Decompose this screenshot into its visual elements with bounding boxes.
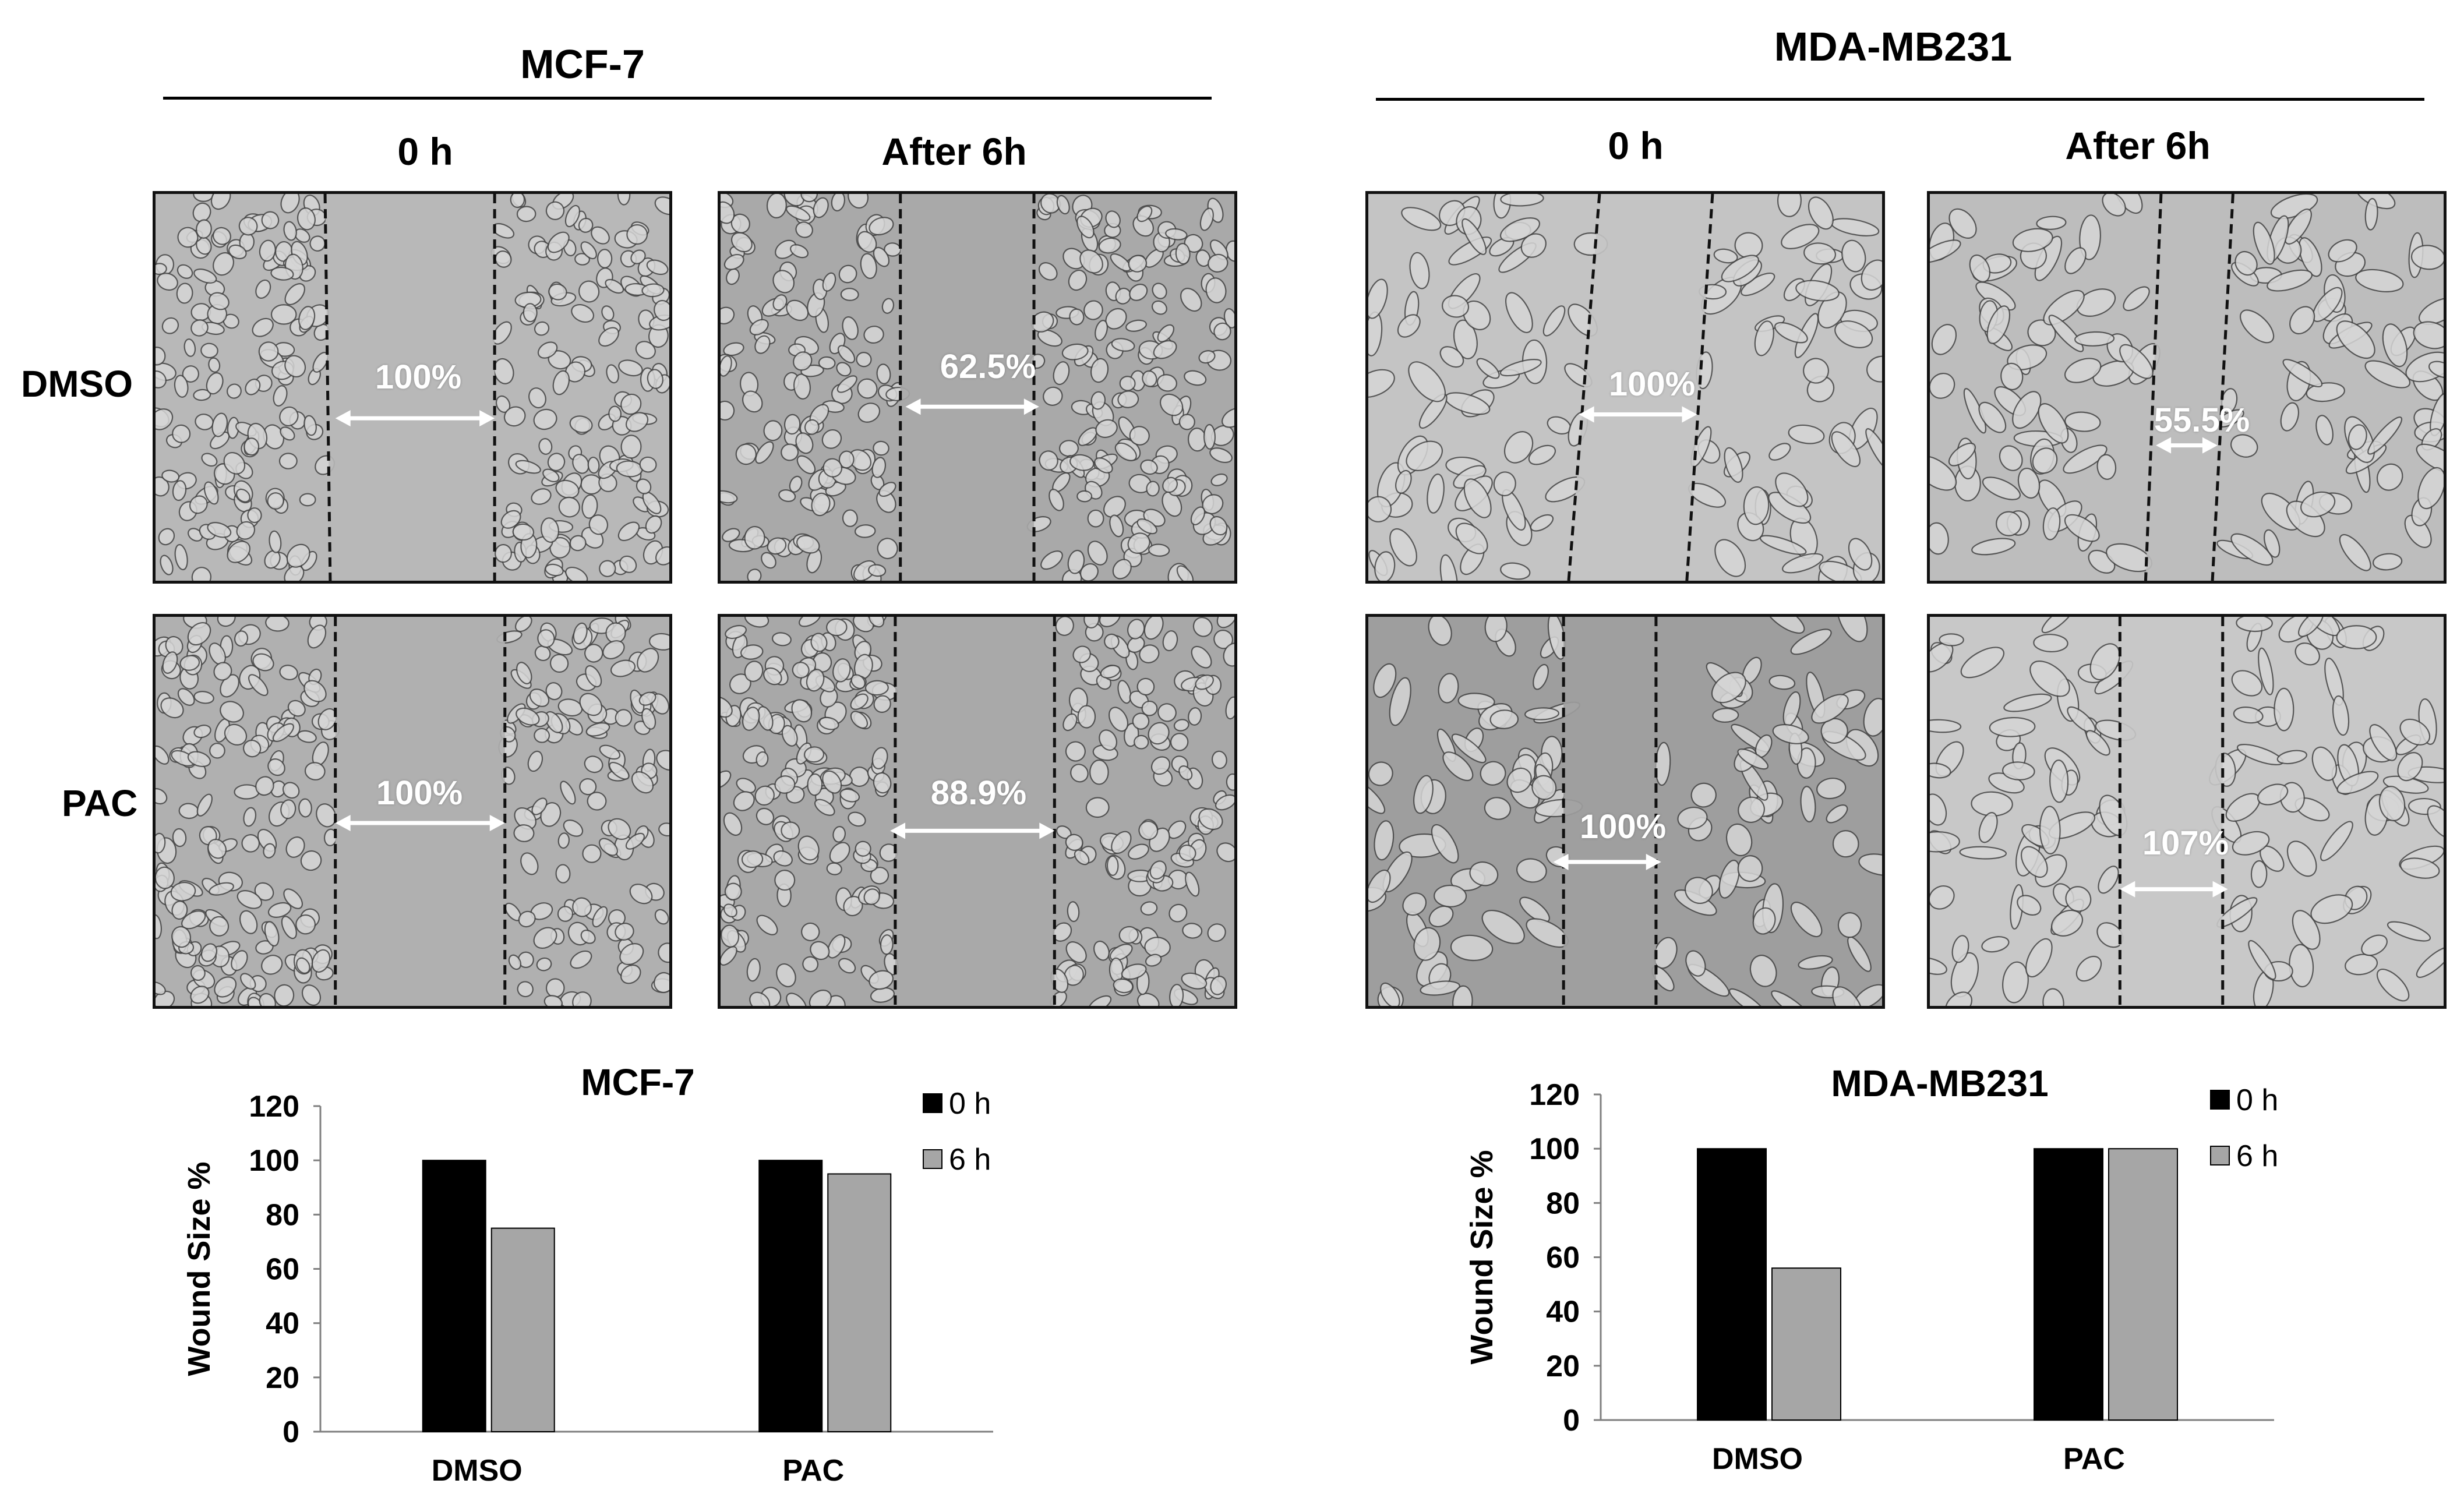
y-tick-label: 40 <box>266 1307 299 1341</box>
divider-mcf7 <box>163 97 1212 100</box>
x-tick-label: PAC <box>782 1454 844 1488</box>
bar-chart-mcf7-svg: 0 20 40 60 80 100 120 Wound Size % MCF-7 DMSO PAC 0… <box>182 1061 993 1488</box>
bar-pac-6h <box>827 1173 892 1432</box>
wound-label-mcf7-dmso-6h: 62.5% <box>940 348 1036 386</box>
chart-title: MCF-7 <box>581 1061 695 1103</box>
bar-chart-mcf7: 0 20 40 60 80 100 120 Wound Size % MCF-7 DMSO PAC 0… <box>175 1060 1049 1494</box>
panel-title-mdamb231: MDA-MB231 <box>1774 24 2013 69</box>
legend-label: 6 h <box>2236 1139 2278 1173</box>
legend-swatch <box>923 1149 942 1169</box>
col-title-mcf7-6h: After 6h <box>881 130 1027 173</box>
micrograph-mda-dmso-0h <box>1365 191 1885 584</box>
bar-dmso-6h <box>1771 1267 1841 1421</box>
legend-swatch <box>2210 1090 2230 1110</box>
y-tick-label: 80 <box>1546 1186 1580 1220</box>
bar-dmso-6h <box>490 1227 555 1432</box>
bar-pac-0h <box>758 1160 823 1433</box>
micrograph-texture <box>1368 617 1882 1006</box>
micrograph-texture <box>1368 194 1882 581</box>
wound-label-mda-pac-0h: 100% <box>1579 808 1667 846</box>
x-tick-label: DMSO <box>1712 1442 1803 1476</box>
y-tick-label: 20 <box>266 1361 299 1395</box>
bar-pac-6h <box>2108 1148 2178 1421</box>
micrograph-mcf7-dmso-0h <box>153 191 672 584</box>
col-title-mda-0h: 0 h <box>1608 124 1664 167</box>
micrograph-texture <box>1930 194 2444 581</box>
row-title-pac: PAC <box>62 782 138 824</box>
x-tick-label: DMSO <box>432 1454 523 1488</box>
micrograph-mcf7-pac-0h <box>153 614 672 1009</box>
y-tick-label: 40 <box>1546 1295 1580 1329</box>
col-title-mcf7-0h: 0 h <box>397 130 453 173</box>
y-axis-label: Wound Size % <box>1468 1150 1499 1364</box>
col-title-mda-6h: After 6h <box>2065 124 2211 167</box>
legend-swatch <box>923 1093 942 1113</box>
y-tick-label: 120 <box>249 1090 299 1124</box>
chart-title: MDA-MB231 <box>1831 1062 2048 1104</box>
wound-label-mcf7-dmso-0h: 100% <box>375 358 462 396</box>
y-axis-label: Wound Size % <box>182 1161 217 1376</box>
x-tick-label: PAC <box>2063 1442 2125 1476</box>
micrograph-texture <box>721 194 1234 581</box>
micrograph-mcf7-pac-6h <box>718 614 1237 1009</box>
micrograph-texture <box>1930 617 2444 1006</box>
y-tick-label: 0 <box>283 1415 299 1449</box>
y-tick-label: 60 <box>1546 1241 1580 1275</box>
micrograph-texture <box>156 194 669 581</box>
micrograph-texture <box>156 617 669 1006</box>
y-tick-label: 100 <box>1529 1132 1580 1166</box>
wound-label-mda-dmso-0h: 100% <box>1608 365 1696 403</box>
legend-label: 6 h <box>949 1143 991 1177</box>
legend-label: 0 h <box>2236 1083 2278 1117</box>
y-tick-label: 60 <box>266 1253 299 1287</box>
wound-label-mcf7-pac-6h: 88.9% <box>930 774 1027 812</box>
bar-pac-0h <box>2034 1148 2103 1421</box>
wound-label-mda-dmso-6h: 55.5% <box>2154 401 2250 439</box>
bar-chart-mdamb231-svg: 0 20 40 60 80 100 120 Wound Size % MDA-MB231 DMSO… <box>1468 1062 2278 1476</box>
micrograph-mda-dmso-6h <box>1927 191 2447 584</box>
micrograph-mcf7-dmso-6h <box>718 191 1237 584</box>
y-tick-label: 120 <box>1529 1078 1580 1112</box>
bar-chart-mdamb231: 0 20 40 60 80 100 120 Wound Size % MDA-MB231 DMSO… <box>1468 1048 2342 1494</box>
bar-dmso-0h <box>1697 1148 1767 1421</box>
divider-mdamb231 <box>1376 98 2424 101</box>
y-tick-label: 80 <box>266 1198 299 1232</box>
bar-dmso-0h <box>422 1160 486 1433</box>
y-tick-label: 100 <box>249 1144 299 1178</box>
wound-label-mcf7-pac-0h: 100% <box>376 774 463 812</box>
micrograph-mda-pac-6h <box>1927 614 2447 1009</box>
legend-swatch <box>2210 1146 2230 1165</box>
y-tick-label: 20 <box>1546 1350 1580 1383</box>
micrograph-mda-pac-0h <box>1365 614 1885 1009</box>
y-tick-label: 0 <box>1563 1404 1580 1438</box>
micrograph-texture <box>721 617 1234 1006</box>
legend-label: 0 h <box>949 1087 991 1121</box>
wound-label-mda-pac-6h: 107% <box>2142 824 2229 862</box>
row-title-dmso: DMSO <box>21 363 133 405</box>
panel-title-mcf7: MCF-7 <box>520 41 645 87</box>
